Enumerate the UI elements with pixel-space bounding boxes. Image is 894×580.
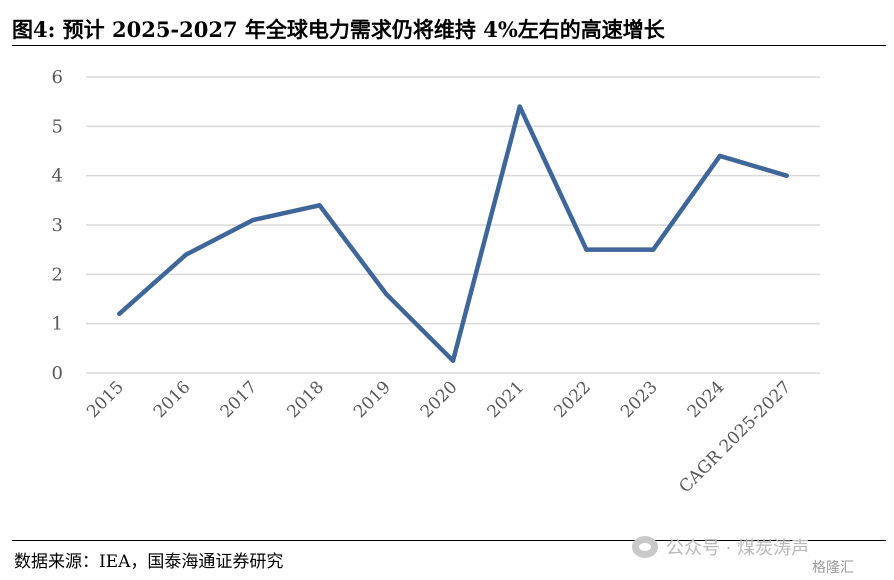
data-point <box>250 217 256 223</box>
x-tick-label: 2019 <box>350 377 395 422</box>
y-tick-label: 3 <box>52 215 63 236</box>
y-axis-ticks: 0 1 2 3 4 5 6 <box>52 67 63 384</box>
data-point <box>517 104 522 109</box>
x-tick-label: 2017 <box>217 377 262 422</box>
series-line-0 <box>117 104 789 363</box>
source-rule <box>12 540 886 541</box>
x-tick-label: 2015 <box>83 377 128 422</box>
y-tick-label: 1 <box>52 314 63 335</box>
x-tick-label: 2016 <box>150 377 195 422</box>
title-rule <box>12 45 886 46</box>
gridlines <box>86 76 820 374</box>
y-tick-label: 0 <box>52 363 63 384</box>
data-point <box>317 203 322 208</box>
y-tick-label: 4 <box>52 166 63 187</box>
x-tick-label: 2021 <box>484 377 529 422</box>
data-point <box>584 247 589 252</box>
x-tick-label: 2022 <box>550 377 595 422</box>
x-tick-label: 2023 <box>617 377 662 422</box>
figure-title: 图4: 预计 2025-2027 年全球电力需求仍将维持 4%左右的高速增长 <box>12 17 665 42</box>
x-tick-label: 2018 <box>283 377 328 422</box>
x-axis-ticks: 2015 2016 2017 2018 2019 2020 2021 2022 2023 2024… <box>83 377 795 497</box>
series-layer <box>117 104 789 363</box>
wechat-icon <box>632 536 658 558</box>
data-point <box>650 247 656 252</box>
data-point <box>450 358 456 363</box>
x-tick-label: 2020 <box>417 377 462 422</box>
watermark: 公众号 · 煤炭涛声 <box>632 534 809 560</box>
y-tick-label: 5 <box>52 116 63 137</box>
x-tick-label: CAGR 2025-2027 <box>675 377 795 497</box>
y-tick-label: 2 <box>52 264 63 285</box>
x-tick-label: 2024 <box>684 377 729 422</box>
y-tick-label: 6 <box>52 67 63 88</box>
line-chart: 0 1 2 3 4 5 6 2015 2016 2017 2018 2019 2020 2021 2022… <box>52 67 820 497</box>
data-point <box>183 252 189 257</box>
data-point <box>117 311 122 316</box>
watermark-logo: 格隆汇 <box>812 560 854 576</box>
data-point <box>784 173 789 178</box>
watermark-text: 公众号 · 煤炭涛声 <box>666 538 810 559</box>
source-note: 数据来源：IEA，国泰海通证券研究 <box>14 552 284 572</box>
data-point <box>717 153 723 159</box>
data-point <box>384 291 389 297</box>
